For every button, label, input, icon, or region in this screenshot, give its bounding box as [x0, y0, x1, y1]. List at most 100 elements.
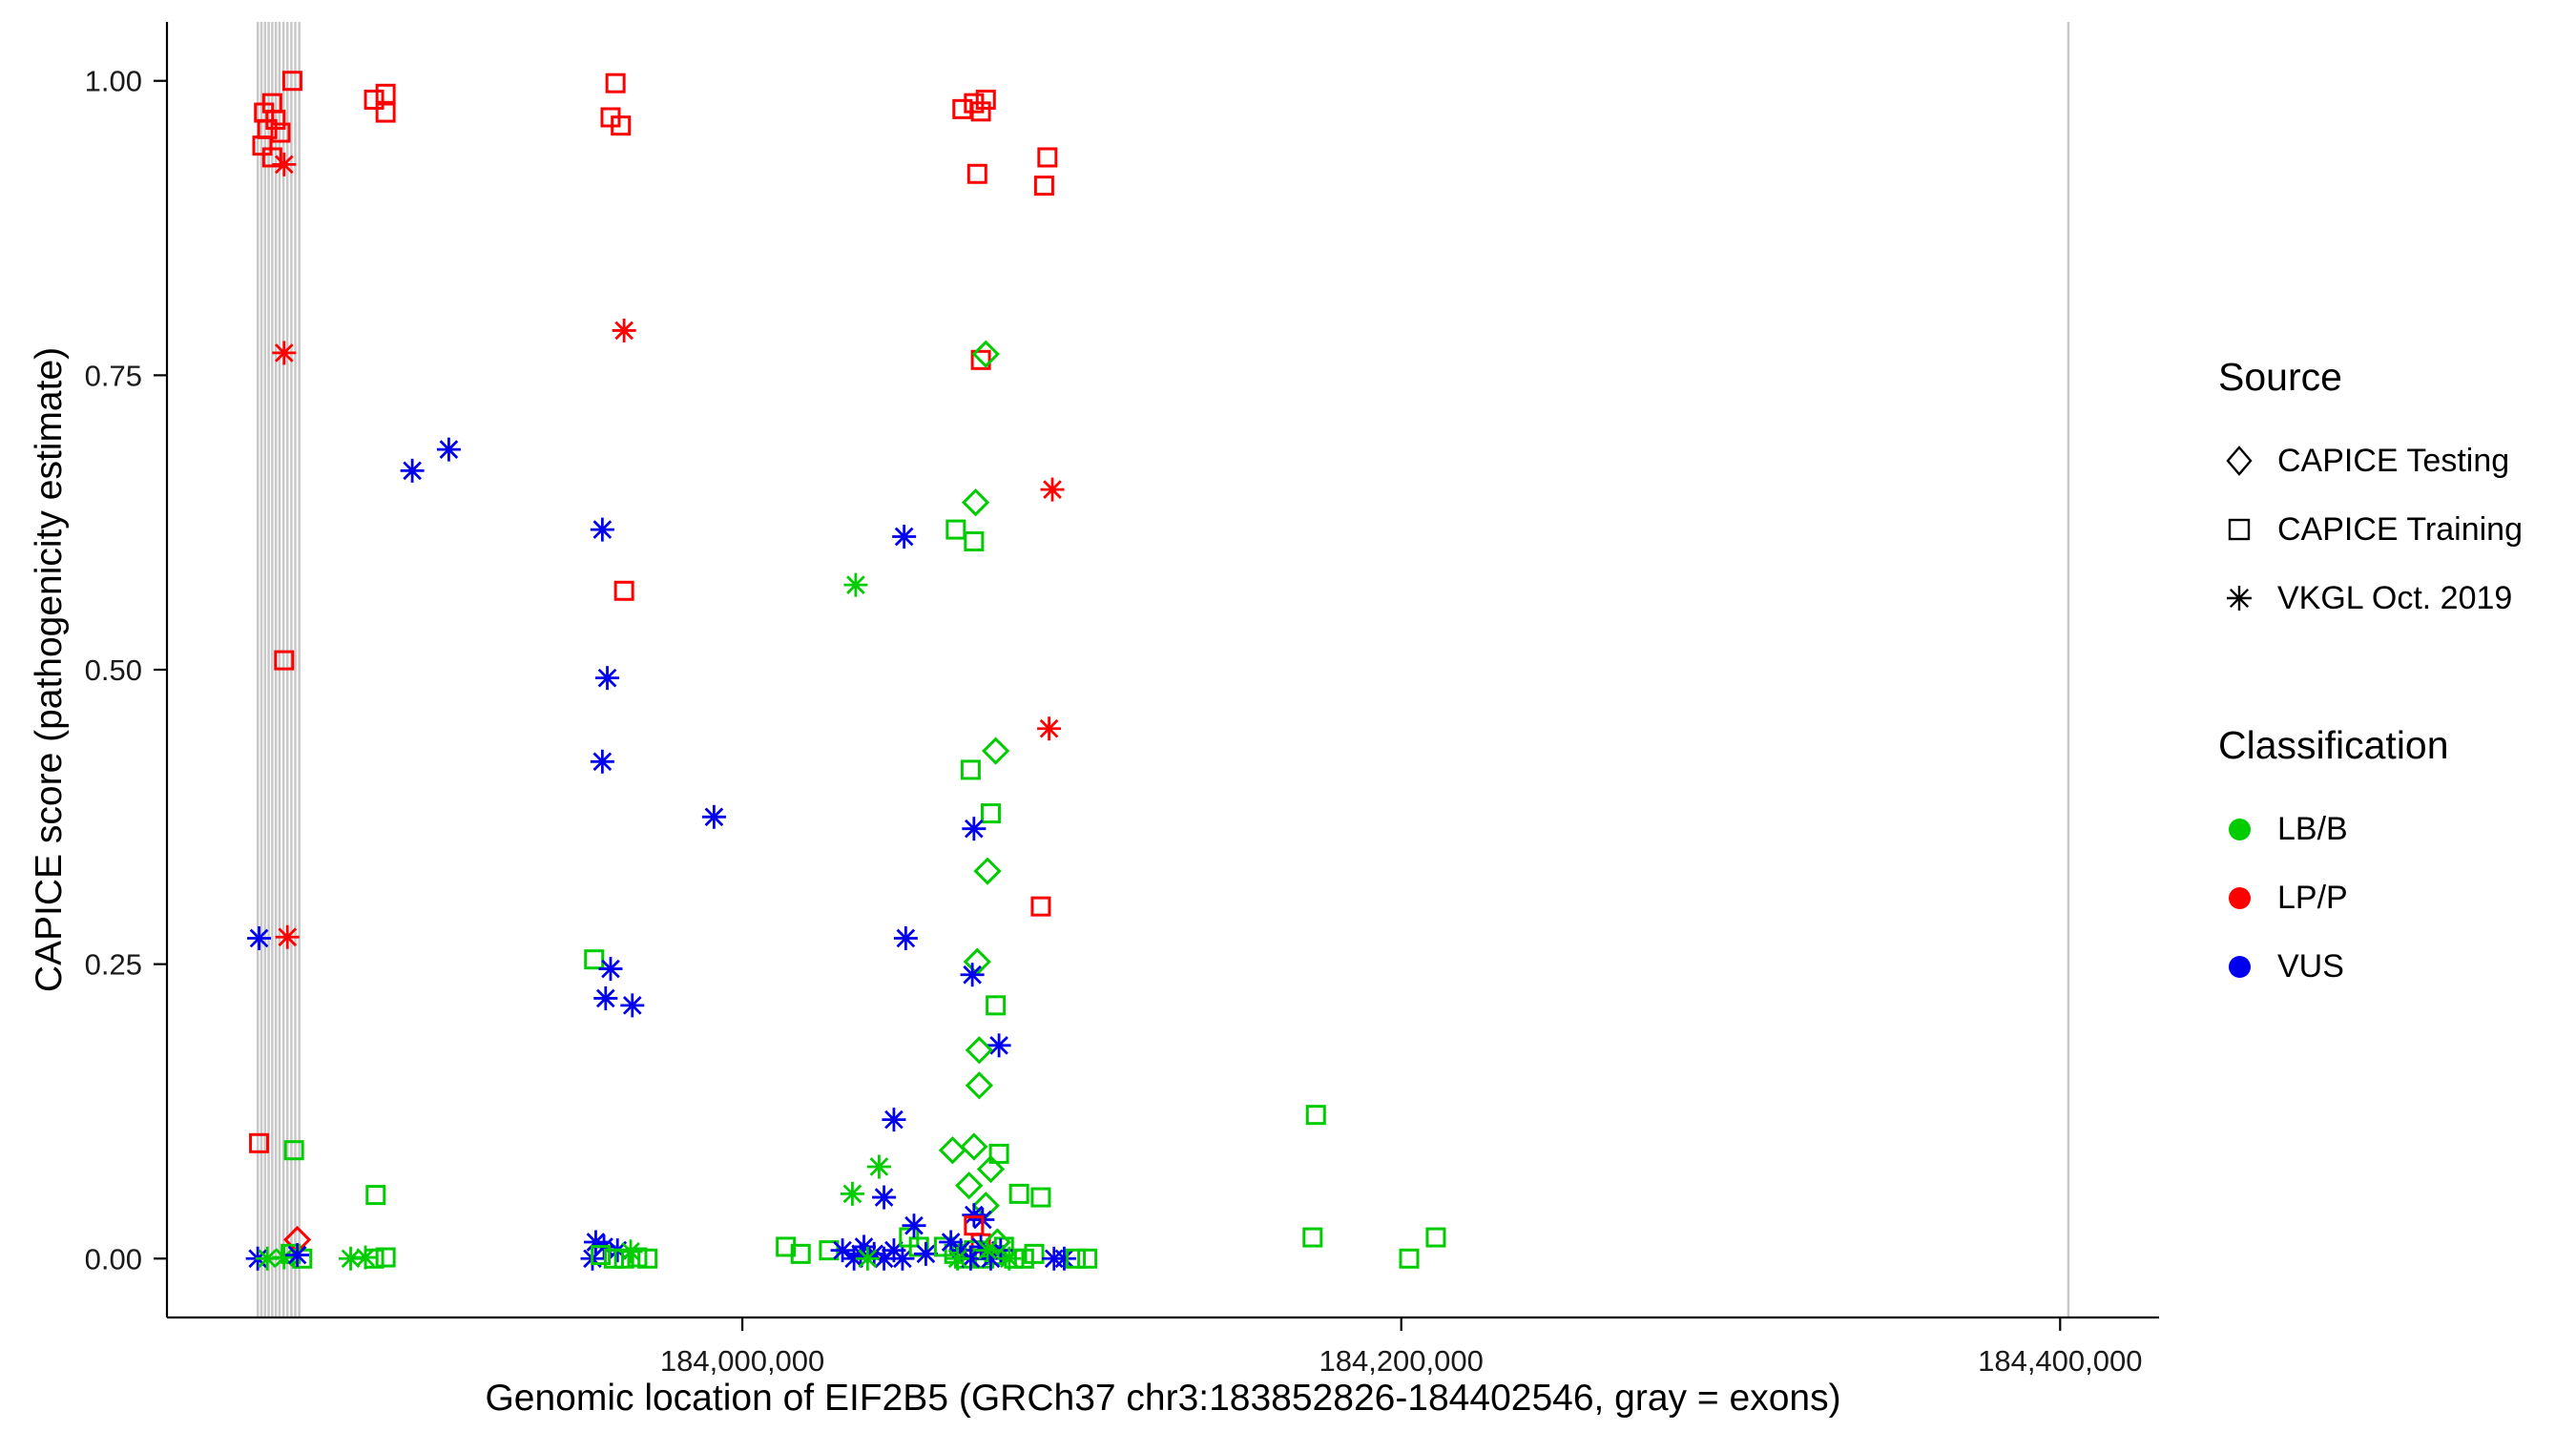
data-point-square: [776, 1236, 797, 1257]
legend-classification-items: LB/B LP/P VUS: [2218, 795, 2523, 1001]
asterisk-arm: [274, 343, 294, 363]
data-point-square: [970, 349, 991, 370]
data-point-square: [1425, 1227, 1446, 1248]
data-point-square: [964, 530, 985, 551]
data-point-asterisk: [701, 804, 726, 829]
classification-dot-icon: [2228, 818, 2251, 840]
asterisk-arm: [884, 1110, 904, 1130]
y-tick-label: 0.75: [85, 359, 142, 392]
points-layer: [245, 71, 1446, 1271]
asterisk-arm: [978, 1240, 997, 1260]
asterisk-arm: [614, 321, 634, 341]
data-point-diamond: [965, 1071, 993, 1100]
data-point-square: [364, 1248, 384, 1269]
diamond-legend-icon: [2226, 446, 2253, 476]
data-point-asterisk: [945, 1246, 970, 1271]
data-point-square: [1030, 896, 1051, 917]
y-tick-label: 0.50: [85, 653, 142, 687]
exon-lines: [256, 22, 2070, 1317]
data-point-square: [274, 650, 295, 671]
legend-item-vkgl-oct-2019: VKGL Oct. 2019: [2218, 564, 2523, 633]
data-point-square: [952, 98, 973, 119]
data-point-diamond: [982, 736, 1010, 765]
data-point-square: [1305, 1105, 1326, 1126]
asterisk-arm: [941, 1233, 961, 1252]
asterisk-arm: [999, 1249, 1019, 1269]
asterisk-arm: [403, 461, 422, 481]
asterisk-arm: [965, 819, 984, 839]
data-point-asterisk: [436, 437, 461, 462]
asterisk-arm: [595, 988, 615, 1008]
data-point-asterisk: [595, 666, 620, 691]
data-point-square: [945, 519, 966, 540]
data-point-asterisk: [272, 341, 297, 365]
asterisk-arm: [947, 1249, 967, 1269]
data-point-square: [790, 1243, 811, 1264]
data-point-asterisk: [275, 924, 300, 949]
asterisk-arm: [893, 1249, 912, 1269]
data-point-asterisk: [598, 957, 623, 982]
asterisk-arm: [622, 996, 642, 1015]
data-point-square: [1066, 1248, 1087, 1269]
data-point-square: [249, 1132, 270, 1153]
y-axis-title: CAPICE score (pathogenicity estimate): [29, 346, 70, 993]
data-point-square: [627, 1247, 648, 1268]
data-point-diamond: [961, 488, 990, 517]
asterisk-arm: [874, 1188, 894, 1207]
data-point-asterisk: [997, 1246, 1022, 1271]
asterisk-arm: [1043, 480, 1062, 499]
data-point-diamond: [973, 857, 1002, 885]
asterisk-arm: [601, 959, 620, 979]
asterisk-arm: [904, 1215, 924, 1235]
data-point-square: [970, 101, 991, 122]
data-point-square: [270, 122, 291, 143]
legend-item-capice-training: CAPICE Training: [2218, 495, 2523, 564]
asterisk-arm: [989, 1035, 1008, 1055]
asterisk-arm: [249, 928, 269, 948]
legend-marker: [2218, 808, 2260, 850]
data-point-square: [1077, 1248, 1098, 1269]
data-point-diamond: [976, 1154, 1006, 1184]
asterisk-arm: [586, 1233, 606, 1252]
data-point-square: [1030, 1187, 1051, 1208]
data-point-square: [1024, 1243, 1045, 1264]
legend-marker: [2218, 508, 2260, 550]
data-point-asterisk: [612, 318, 636, 342]
y-tick-label: 0.00: [85, 1242, 142, 1275]
asterisk-arm: [965, 1205, 984, 1225]
legend-item-label: CAPICE Testing: [2277, 442, 2510, 479]
data-point-asterisk: [843, 572, 868, 597]
data-point-square: [584, 949, 605, 970]
data-point-square: [975, 89, 996, 110]
data-point-asterisk: [593, 985, 618, 1010]
asterisk-arm: [274, 155, 294, 175]
data-point-asterisk: [962, 817, 987, 841]
legend-source-title: Source: [2218, 355, 2342, 399]
legend-item-vus: VUS: [2218, 932, 2523, 1001]
asterisk-arm: [894, 527, 914, 547]
data-point-asterisk: [618, 1239, 643, 1264]
data-point-square: [1302, 1227, 1323, 1248]
data-point-square: [1037, 147, 1058, 168]
data-point-square: [613, 1248, 634, 1269]
legend-item-lb-b: LB/B: [2218, 795, 2523, 863]
x-tick-label: 184,000,000: [660, 1344, 824, 1378]
data-point-asterisk: [987, 1033, 1011, 1058]
data-point-asterisk: [285, 1243, 310, 1268]
data-point-diamond: [965, 1036, 993, 1065]
asterisk-arm: [439, 440, 459, 459]
data-point-diamond: [971, 340, 1000, 368]
asterisk-arm: [1039, 718, 1059, 738]
data-point-diamond: [955, 1172, 984, 1200]
legend-item-label: CAPICE Training: [2277, 510, 2523, 548]
data-point-asterisk: [902, 1213, 926, 1238]
data-point-square: [966, 163, 987, 184]
square-legend-icon: [2228, 518, 2251, 541]
data-point-asterisk: [339, 1246, 364, 1271]
data-point-square: [613, 580, 634, 601]
asterisk-arm: [258, 1249, 278, 1269]
data-point-square: [591, 1245, 612, 1266]
data-point-square: [375, 83, 396, 104]
